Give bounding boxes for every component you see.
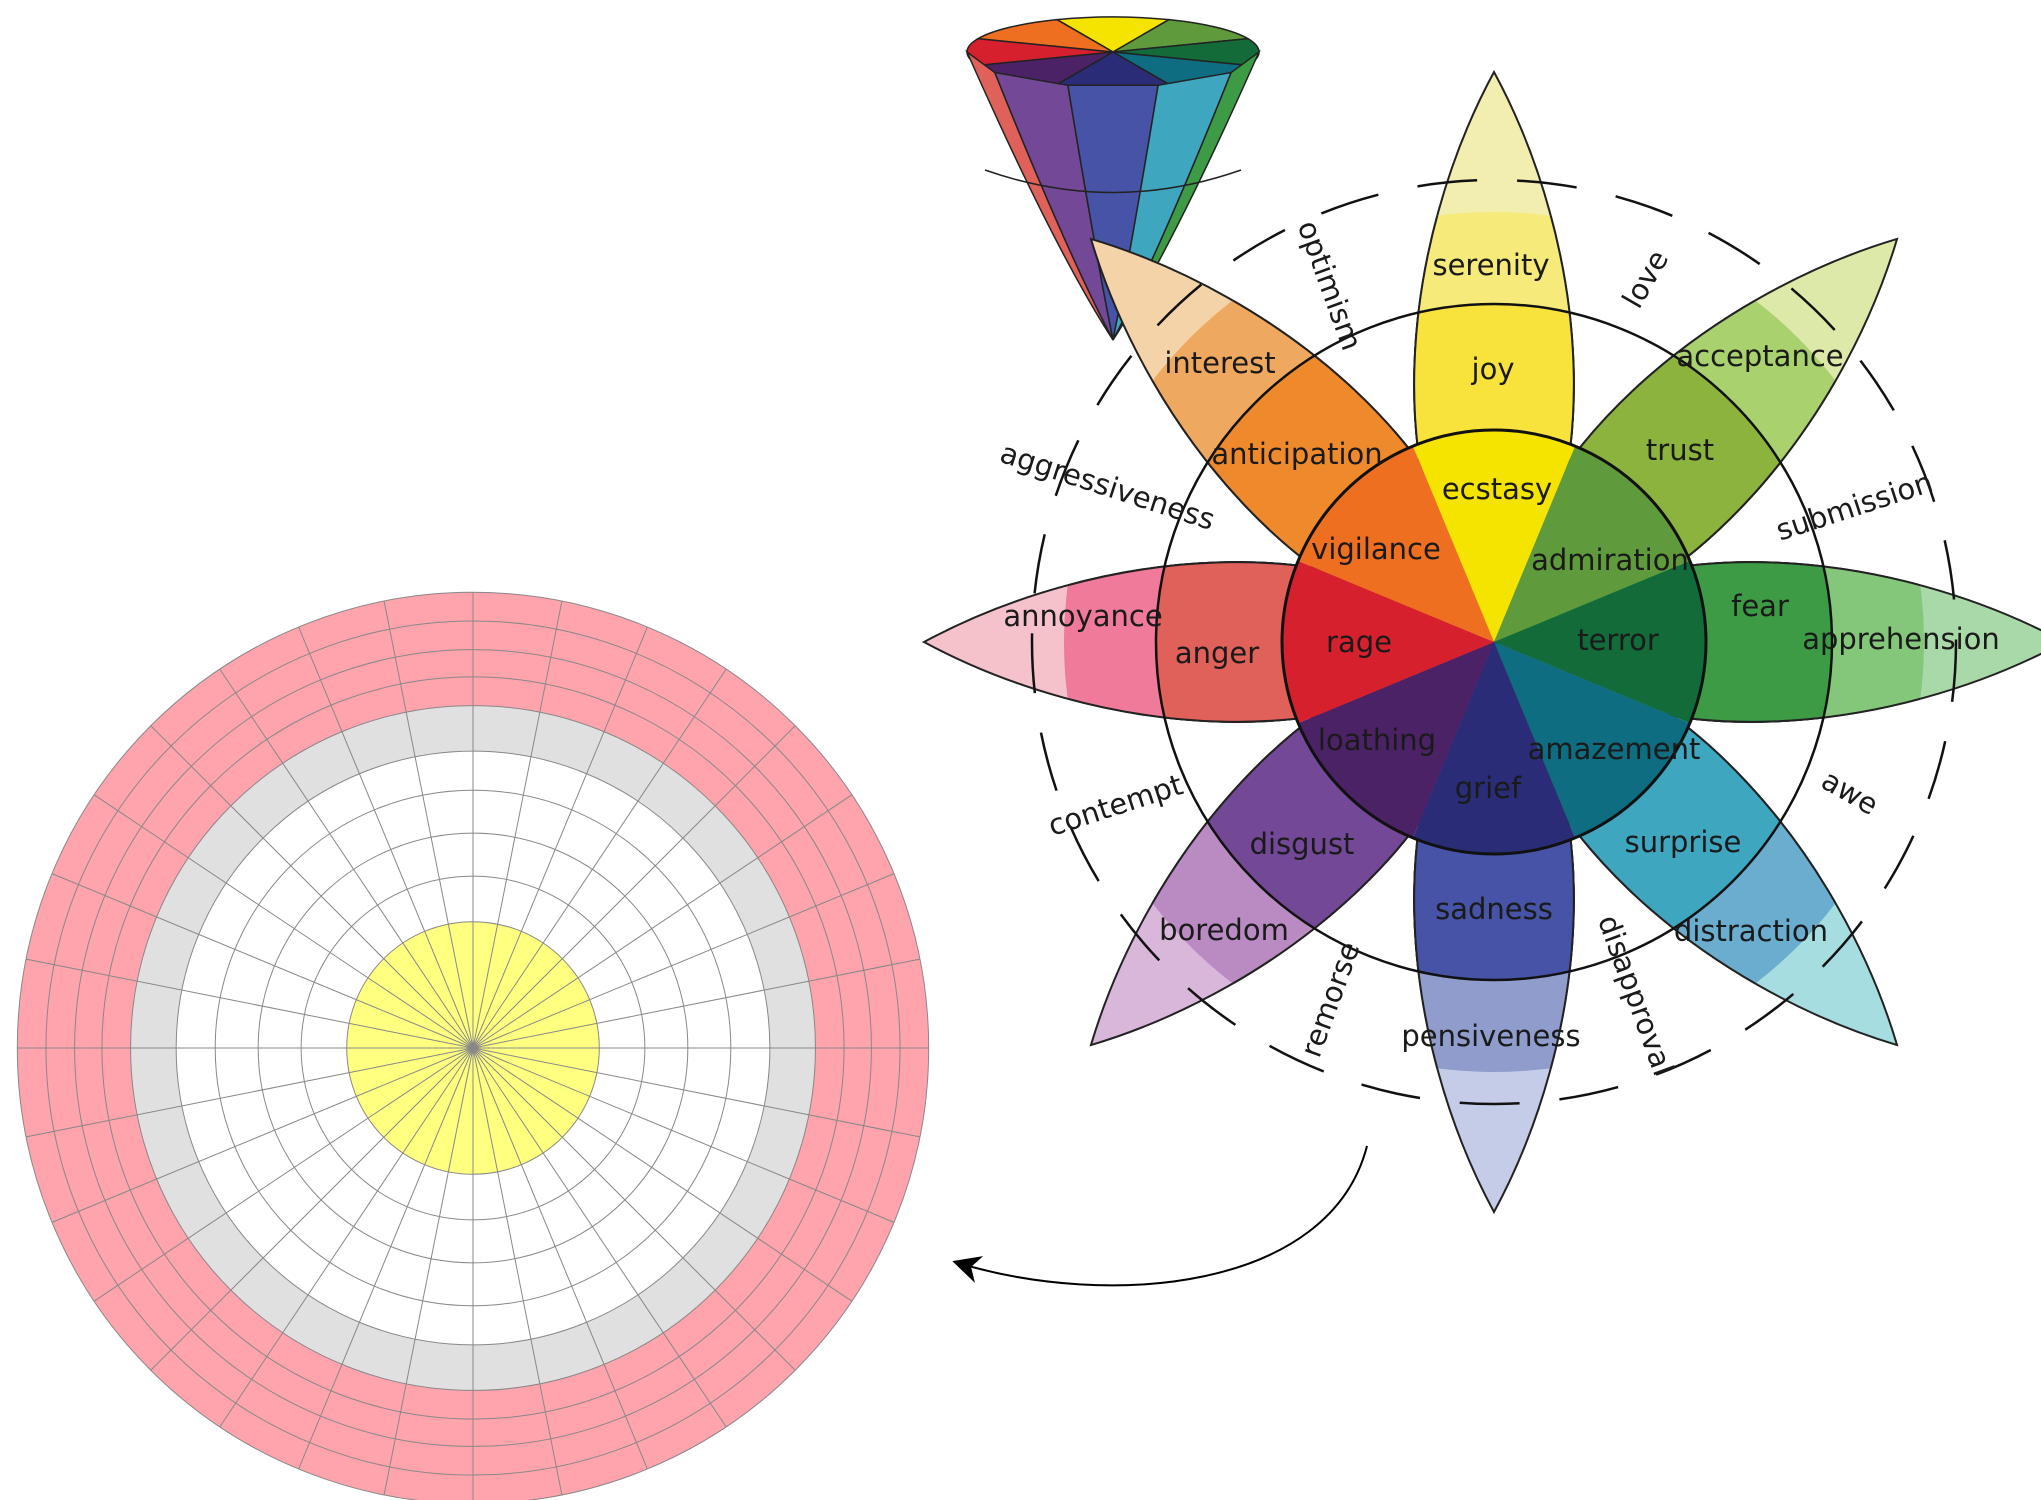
spoke bbox=[472, 1047, 921, 1138]
dyad-label: contempt bbox=[1044, 767, 1187, 842]
petal-inner bbox=[1494, 446, 1690, 642]
petal-inner bbox=[1298, 446, 1494, 642]
emotion-label: boredom bbox=[1159, 913, 1289, 947]
emotion-label: ecstasy bbox=[1442, 472, 1552, 506]
emotion-label: anger bbox=[1175, 636, 1259, 670]
spoke bbox=[298, 1047, 474, 1470]
spoke bbox=[472, 1047, 853, 1302]
cone-top-sector bbox=[975, 18, 1114, 53]
dyad-label: optimism bbox=[1291, 216, 1369, 355]
emotion-label: distraction bbox=[1674, 914, 1828, 948]
spoke bbox=[472, 1047, 563, 1496]
spoke bbox=[25, 958, 474, 1049]
emotion-label: admiration bbox=[1531, 543, 1689, 577]
spoke bbox=[472, 600, 563, 1049]
middle-circle bbox=[1154, 302, 1834, 982]
dyad-label: submission bbox=[1772, 465, 1937, 548]
spoke bbox=[472, 1047, 895, 1223]
emotion-label: apprehension bbox=[1802, 622, 2000, 656]
emotion-label: rage bbox=[1326, 625, 1392, 659]
emotion-label: pensiveness bbox=[1401, 1019, 1580, 1053]
petal-inner bbox=[1494, 560, 1706, 724]
dyad-label: remorse bbox=[1294, 937, 1367, 1061]
emotion-label: amazement bbox=[1528, 732, 1701, 766]
spoke bbox=[219, 1047, 474, 1428]
spoke bbox=[472, 958, 921, 1049]
spoke bbox=[383, 1047, 474, 1496]
dyad-label: awe bbox=[1816, 763, 1884, 822]
emotion-label: surprise bbox=[1625, 825, 1742, 859]
spoke bbox=[383, 600, 474, 1049]
petal-inner bbox=[1282, 560, 1494, 724]
dyad-label: aggressiveness bbox=[996, 435, 1219, 536]
emotion-label: interest bbox=[1164, 346, 1275, 380]
emotion-label: sadness bbox=[1435, 892, 1553, 926]
emotion-label: vigilance bbox=[1311, 532, 1441, 566]
petal-inner bbox=[1412, 430, 1576, 642]
emotion-label: terror bbox=[1577, 623, 1659, 657]
emotion-label: anticipation bbox=[1211, 437, 1382, 471]
spoke bbox=[150, 725, 474, 1049]
spoke bbox=[472, 1047, 648, 1470]
arrow bbox=[952, 1145, 1368, 1287]
emotion-label: disgust bbox=[1250, 827, 1355, 861]
spoke bbox=[93, 1047, 474, 1302]
cone-top-sector bbox=[1054, 16, 1172, 53]
spoke bbox=[472, 1047, 796, 1371]
spoke bbox=[93, 794, 474, 1049]
spoke bbox=[51, 873, 474, 1049]
emotion-label: joy bbox=[1471, 352, 1515, 386]
cone-band bbox=[984, 169, 1242, 194]
ring-diagram bbox=[16, 591, 930, 1500]
spoke bbox=[472, 668, 727, 1049]
spoke bbox=[472, 873, 895, 1049]
spoke bbox=[25, 1047, 474, 1138]
cone-top-sector bbox=[1112, 18, 1251, 53]
dashed-circle bbox=[1030, 178, 1958, 1106]
emotion-label: serenity bbox=[1432, 248, 1549, 282]
emotion-label: trust bbox=[1646, 433, 1714, 467]
spoke bbox=[51, 1047, 474, 1223]
dyad-label: love bbox=[1615, 244, 1675, 314]
spoke bbox=[472, 1047, 727, 1428]
emotion-label: fear bbox=[1731, 589, 1789, 623]
spoke bbox=[298, 626, 474, 1049]
emotion-label: annoyance bbox=[1003, 599, 1162, 633]
spoke bbox=[219, 668, 474, 1049]
spoke bbox=[472, 794, 853, 1049]
petal-inner bbox=[1298, 642, 1494, 838]
emotion-label: loathing bbox=[1318, 723, 1436, 757]
emotion-label: acceptance bbox=[1676, 339, 1843, 373]
emotion-wheel: serenity joy ecstasy acceptance trust admirat… bbox=[921, 69, 2041, 1215]
spoke bbox=[472, 725, 796, 1049]
inner-circle bbox=[1280, 428, 1708, 856]
spoke bbox=[472, 626, 648, 1049]
spoke bbox=[150, 1047, 474, 1371]
petal-inner bbox=[1494, 642, 1690, 838]
dyad-label: disapproval bbox=[1591, 910, 1680, 1080]
emotion-label: grief bbox=[1455, 771, 1522, 805]
petal-inner bbox=[1412, 642, 1576, 854]
